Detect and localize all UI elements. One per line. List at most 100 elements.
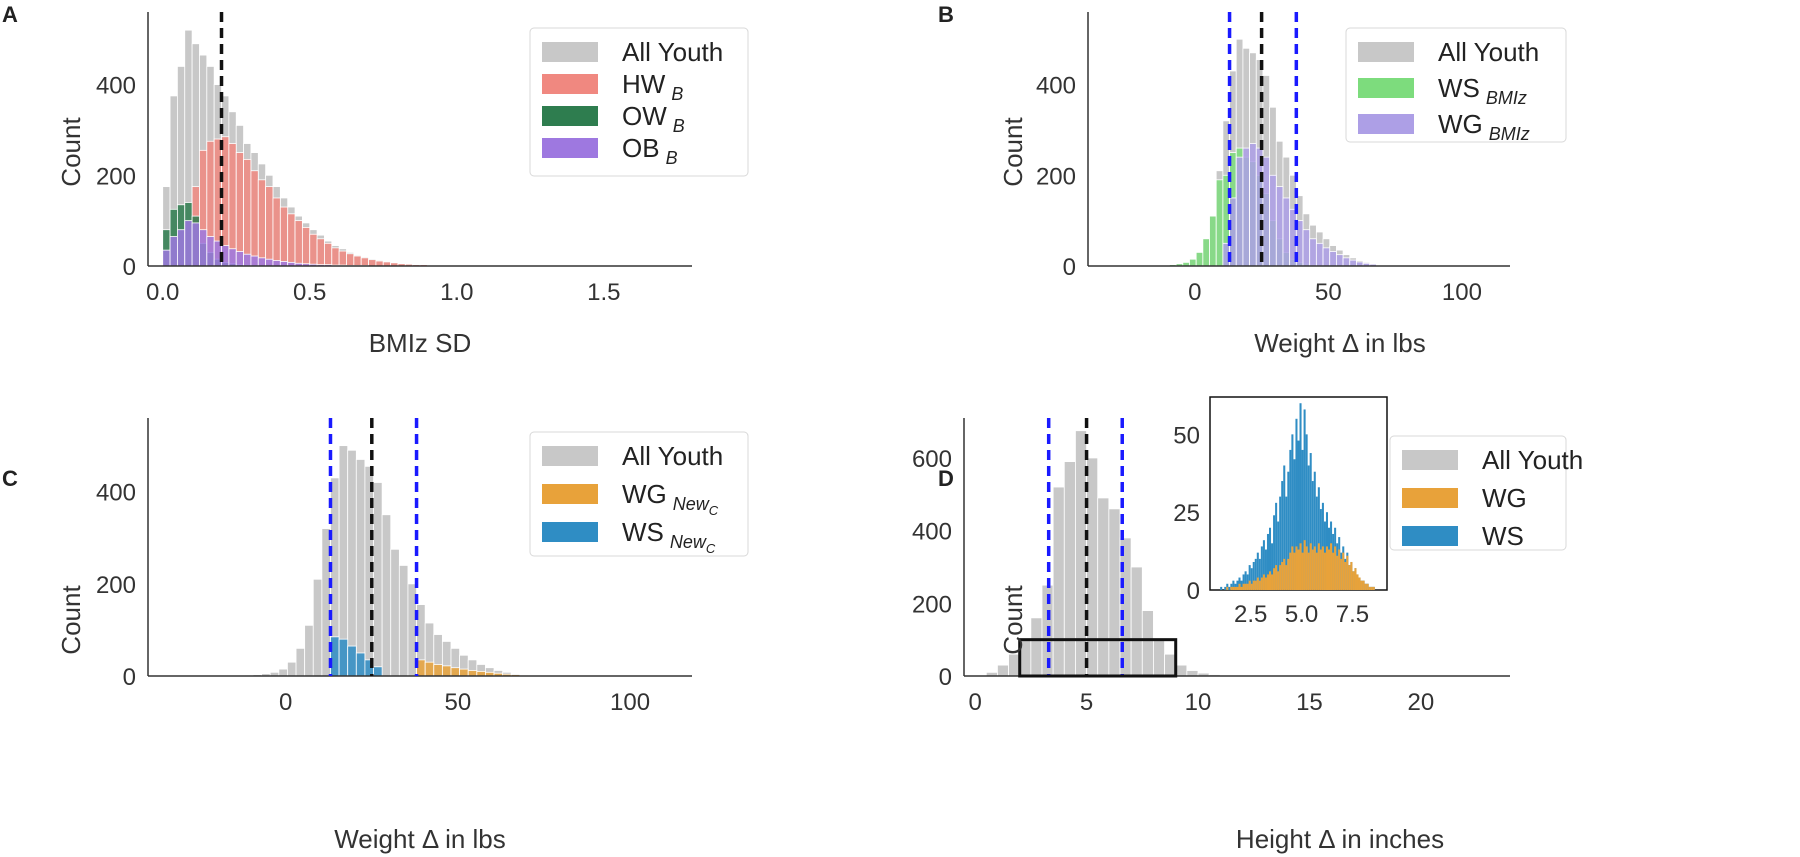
ylabel-b: Count <box>998 117 1028 187</box>
inset-bar-wg-74 <box>1370 586 1373 590</box>
bar-wg-22 <box>1309 238 1317 267</box>
inset-bar-wg-18 <box>1256 577 1259 590</box>
inset-bar-ws-43 <box>1307 465 1310 590</box>
inset-bar-ws-26 <box>1273 515 1276 590</box>
inset-bar-wg-61 <box>1344 561 1347 590</box>
bar-all-youth-11 <box>1108 508 1121 677</box>
x-tick-label: 100 <box>1442 279 1482 306</box>
x-tick-label: 0.0 <box>146 279 179 306</box>
inset-bar-wg-23 <box>1266 574 1269 590</box>
bar-hw-18 <box>294 220 303 267</box>
ylabel-c: Count <box>56 585 86 655</box>
inset-bar-wg-39 <box>1299 543 1302 590</box>
bar-wg-25 <box>459 668 469 677</box>
y-tick-label: 600 <box>912 446 952 473</box>
inset-bar-wg-60 <box>1342 552 1345 590</box>
inset-bar-wg-50 <box>1321 546 1324 590</box>
bar-ws-11 <box>338 638 349 677</box>
xlabel-b: Weight Δ in lbs <box>1254 328 1426 358</box>
inset-bar-ws-12 <box>1244 571 1247 590</box>
inset-bar-wg-24 <box>1269 571 1272 590</box>
bar-all-youth-6 <box>295 647 306 677</box>
inset-bar-wg-58 <box>1338 549 1341 590</box>
bar-hw-11 <box>243 159 252 267</box>
y-tick-label: 400 <box>96 480 136 507</box>
bar-hw-12 <box>250 170 259 267</box>
x-tick-label: 0.5 <box>293 279 326 306</box>
inset-bar-wg-44 <box>1309 543 1312 590</box>
inset-bar-wg-29 <box>1279 565 1282 590</box>
bar-ob-12 <box>250 255 259 267</box>
bar-ws-4 <box>1189 258 1197 267</box>
inset-bar-ws-48 <box>1317 487 1320 590</box>
inset-bar-wg-41 <box>1303 540 1306 590</box>
panel-label-b: B <box>938 2 954 27</box>
inset-bar-wg-3 <box>1226 586 1229 590</box>
inset-bar-ws-8 <box>1236 580 1239 590</box>
inset-bar-wg-16 <box>1252 580 1255 590</box>
bar-ob-11 <box>243 253 252 267</box>
inset-bar-ws-44 <box>1309 453 1312 590</box>
bar-wg-21 <box>424 661 435 677</box>
bar-ob-5 <box>199 229 208 267</box>
inset-bar-wg-66 <box>1354 568 1357 590</box>
inset-bar-wg-56 <box>1334 546 1337 590</box>
bar-hw-10 <box>235 152 244 267</box>
bar-hw-28 <box>368 259 377 267</box>
inset-bar-ws-40 <box>1301 449 1304 590</box>
inset-bar-wg-27 <box>1275 565 1278 590</box>
bar-ob-15 <box>272 260 281 267</box>
inset-bar-ws-28 <box>1277 521 1280 590</box>
x-tick-label: 0 <box>968 689 981 716</box>
inset-bar-wg-10 <box>1240 586 1243 590</box>
bar-ob-3 <box>184 220 193 267</box>
inset-bar-wg-51 <box>1323 552 1326 590</box>
x-tick-label: 1.0 <box>440 279 473 306</box>
inset-bar-wg-12 <box>1244 583 1247 590</box>
bar-hw-21 <box>316 238 325 267</box>
inset-bar-ws-25 <box>1271 543 1274 590</box>
inset-bar-wg-6 <box>1232 586 1235 590</box>
bar-ob-4 <box>191 222 200 267</box>
bar-wg-25 <box>1329 251 1337 267</box>
bar-hw-17 <box>287 213 296 267</box>
inset-bar-wg-33 <box>1287 558 1290 590</box>
inset-bar-wg-67 <box>1356 574 1359 590</box>
y-tick-label: 200 <box>96 572 136 599</box>
inset-bar-wg-26 <box>1273 568 1276 590</box>
y-tick-label: 0 <box>1063 254 1076 281</box>
bar-wg-21 <box>1302 229 1311 267</box>
y-tick-label: 0 <box>123 664 136 691</box>
inset-x-tick-label: 7.5 <box>1336 601 1369 628</box>
inset-bar-wg-40 <box>1301 552 1304 590</box>
inset-bar-wg-69 <box>1360 580 1363 590</box>
x-tick-label: 0 <box>279 689 292 716</box>
inset-bar-wg-28 <box>1277 571 1280 590</box>
inset-bar-ws-4 <box>1228 586 1231 590</box>
bar-all-youth-12 <box>1119 537 1132 677</box>
inset-bar-ws-29 <box>1279 496 1282 590</box>
inset-bar-ws-35 <box>1291 434 1294 590</box>
bar-wg-13 <box>1249 143 1257 267</box>
bar-all-youth-13 <box>355 459 366 677</box>
inset-bar-wg-22 <box>1264 577 1267 590</box>
xlabel-c: Weight Δ in lbs <box>334 824 506 854</box>
inset-y-tick-label: 25 <box>1173 500 1200 527</box>
bar-hw-27 <box>360 257 369 267</box>
inset-bar-wg-46 <box>1313 546 1316 590</box>
bar-all-youth-7 <box>1063 461 1076 677</box>
inset-bar-wg-8 <box>1236 586 1239 590</box>
legend-label: All Youth <box>622 441 723 471</box>
inset-bar-wg-70 <box>1362 580 1365 590</box>
xlabel-a: BMIz SD <box>369 328 472 358</box>
legend-label: OB B <box>622 133 678 168</box>
bar-all-youth-16 <box>1164 653 1177 677</box>
bar-ob-13 <box>257 257 267 267</box>
bar-ob-2 <box>177 229 186 267</box>
inset-bar-wg-13 <box>1246 583 1249 590</box>
xlabel-d: Height Δ in inches <box>1236 824 1444 854</box>
